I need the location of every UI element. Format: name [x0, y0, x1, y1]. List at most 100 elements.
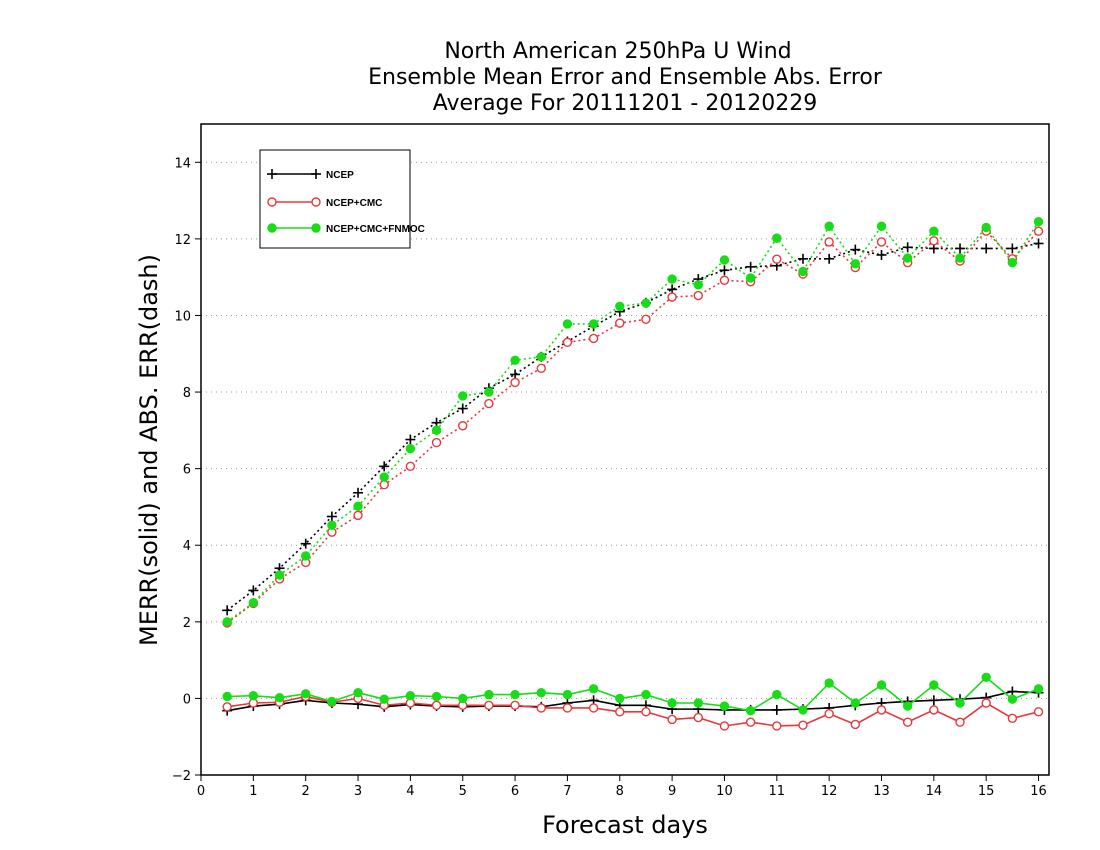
abs-error-point-ncep	[981, 243, 992, 254]
abs-error-point-ncep-cmc	[353, 510, 363, 521]
x-tick-label: 13	[873, 784, 890, 799]
mean-error-point-ncep-cmc-fnmoc	[824, 678, 834, 688]
mean-error-point-ncep-cmc-fnmoc	[615, 693, 625, 704]
abs-error-point-ncep-cmc-fnmoc	[955, 253, 965, 263]
x-axis-ticks: 0 1 2 3 4 5 6 7 8 9 10 11 12 13 14 15 16	[197, 775, 1047, 799]
x-tick-label: 11	[769, 784, 786, 799]
abs-error-point-ncep	[745, 261, 756, 272]
y-axis-label: MERR(solid) and ABS. ERR(dash)	[135, 254, 163, 646]
mean-error-point-ncep-cmc	[876, 705, 887, 715]
mean-error-point-ncep-cmc	[955, 717, 965, 727]
abs-error-point-ncep-cmc	[824, 237, 834, 247]
mean-error-point-ncep-cmc-fnmoc	[431, 691, 442, 702]
abs-error-point-ncep-cmc-fnmoc	[510, 355, 520, 365]
mean-error-point-ncep-cmc	[667, 714, 677, 725]
abs-error-point-ncep-cmc-fnmoc	[876, 221, 887, 231]
x-tick-label: 8	[616, 784, 624, 799]
abs-error-point-ncep-cmc-fnmoc	[902, 253, 913, 263]
y-tick-label: 6	[183, 463, 191, 478]
chart-title-line-2: Ensemble Mean Error and Ensemble Abs. Er…	[368, 65, 883, 90]
legend-marker	[267, 223, 277, 233]
mean-error-point-ncep-cmc	[510, 700, 520, 711]
chart-title: North American 250hPa U Wind Ensemble Me…	[368, 39, 883, 116]
x-tick-label: 1	[249, 784, 257, 799]
legend-marker	[267, 197, 277, 207]
abs-error-line-ncep-cmc-fnmoc	[226, 221, 1040, 623]
mean-error-point-ncep-cmc-fnmoc	[876, 680, 887, 690]
y-tick-label: 4	[183, 539, 191, 554]
abs-error-point-ncep-cmc-fnmoc	[693, 280, 703, 290]
mean-error-point-ncep-cmc	[1033, 707, 1044, 717]
x-tick-label: 12	[821, 784, 838, 799]
mean-error-point-ncep-cmc	[1007, 713, 1018, 724]
abs-error-point-ncep-cmc-fnmoc	[327, 520, 337, 531]
x-tick-label: 7	[563, 784, 571, 799]
abs-error-point-ncep-cmc-fnmoc	[588, 319, 599, 329]
mean-error-point-ncep-cmc-fnmoc	[850, 698, 861, 708]
mean-error-point-ncep-cmc-fnmoc	[641, 689, 651, 700]
y-tick-label: 8	[183, 386, 191, 401]
mean-error-point-ncep-cmc-fnmoc	[379, 694, 389, 704]
abs-error-point-ncep-cmc	[1033, 226, 1044, 236]
abs-error-point-ncep-cmc-fnmoc	[458, 391, 468, 401]
mean-error-point-ncep-cmc-fnmoc	[274, 692, 285, 703]
abs-error-point-ncep-cmc-fnmoc	[981, 222, 991, 233]
abs-error-point-ncep-cmc	[929, 236, 939, 246]
series-ncep-cmc-fnmoc	[222, 216, 1044, 716]
y-tick-label: 12	[174, 233, 191, 248]
abs-error-point-ncep-cmc-fnmoc	[405, 444, 416, 454]
abs-error-point-ncep-cmc-fnmoc	[274, 570, 285, 580]
abs-error-point-ncep-cmc-fnmoc	[379, 472, 389, 482]
abs-error-point-ncep	[1033, 238, 1044, 249]
x-tick-label: 0	[197, 784, 205, 799]
mean-error-point-ncep-cmc-fnmoc	[798, 705, 808, 715]
mean-error-point-ncep-cmc	[641, 707, 651, 717]
mean-error-point-ncep-cmc-fnmoc	[562, 689, 573, 700]
mean-error-point-ncep-cmc-fnmoc	[1007, 694, 1018, 704]
legend-marker	[311, 169, 321, 179]
mean-error-point-ncep-cmc-fnmoc	[693, 698, 703, 708]
mean-error-point-ncep-cmc	[222, 702, 232, 712]
abs-error-point-ncep-cmc	[431, 437, 442, 448]
mean-error-point-ncep-cmc-fnmoc	[248, 691, 259, 701]
mean-error-point-ncep-cmc-fnmoc	[772, 689, 782, 700]
legend-entry-ncep: NCEP	[267, 169, 354, 181]
abs-error-point-ncep	[510, 369, 521, 380]
mean-error-point-ncep-cmc-fnmoc	[719, 701, 730, 711]
plot-area-frame	[200, 123, 1050, 776]
abs-error-point-ncep	[902, 242, 913, 253]
abs-error-point-ncep-cmc-fnmoc	[484, 387, 494, 397]
chart-title-line-3: Average For 20111201 - 20120229	[433, 91, 818, 116]
chart-title-line-1: North American 250hPa U Wind	[444, 39, 791, 64]
abs-error-point-ncep	[457, 403, 468, 414]
mean-error-point-ncep-cmc-fnmoc	[955, 698, 965, 708]
legend: NCEP NCEP+CMC NCEP+CMC+FNMOC	[259, 149, 425, 249]
abs-error-point-ncep-cmc-fnmoc	[929, 226, 939, 236]
abs-error-point-ncep-cmc	[379, 480, 389, 490]
abs-error-point-ncep	[955, 243, 966, 254]
abs-error-point-ncep-cmc	[484, 398, 494, 409]
mean-error-point-ncep-cmc-fnmoc	[981, 672, 991, 683]
abs-error-point-ncep-cmc-fnmoc	[745, 273, 756, 283]
abs-error-point-ncep-cmc	[510, 377, 520, 388]
abs-error-point-ncep-cmc	[719, 275, 730, 285]
abs-error-point-ncep-cmc-fnmoc	[719, 255, 730, 265]
abs-error-point-ncep	[876, 249, 887, 260]
mean-error-point-ncep-cmc-fnmoc	[353, 687, 363, 698]
x-tick-label: 9	[668, 784, 676, 799]
legend-label: NCEP+CMC	[326, 198, 382, 209]
y-tick-label: 14	[174, 156, 191, 171]
x-tick-label: 2	[302, 784, 310, 799]
y-axis-ticks: −2 0 2 4 6 8 10 12 14	[172, 156, 201, 784]
mean-error-point-ncep-cmc	[615, 707, 625, 717]
mean-error-point-ncep-cmc	[929, 705, 939, 715]
abs-error-point-ncep-cmc-fnmoc	[536, 352, 546, 362]
abs-error-point-ncep-cmc	[693, 290, 703, 301]
y-tick-label: 10	[174, 309, 191, 324]
abs-error-point-ncep-cmc-fnmoc	[248, 597, 259, 608]
abs-error-point-ncep-cmc	[615, 318, 625, 328]
mean-error-point-ncep-cmc	[562, 703, 573, 713]
abs-error-point-ncep-cmc-fnmoc	[300, 551, 311, 561]
legend-label: NCEP	[326, 170, 354, 181]
mean-error-point-ncep-cmc	[772, 721, 782, 731]
